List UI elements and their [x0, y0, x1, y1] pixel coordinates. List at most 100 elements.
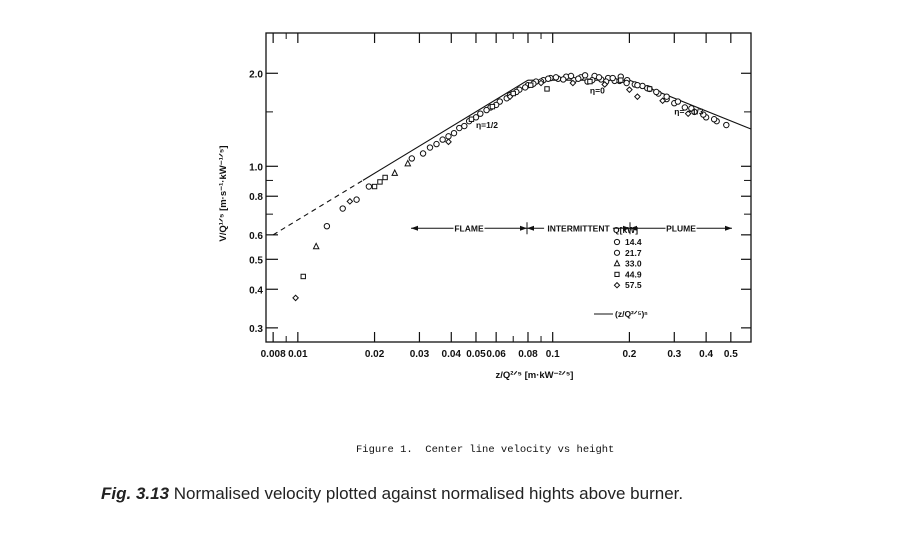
y-tick-label: 1.0 — [249, 162, 263, 173]
data-point-circle — [700, 111, 707, 118]
legend-title: Q[kW] — [613, 225, 638, 235]
region-arrowhead-right — [623, 225, 630, 231]
data-point-square — [468, 116, 475, 122]
x-tick-label: 0.06 — [486, 349, 506, 360]
region-arrowhead-left — [527, 225, 534, 231]
data-point-circle — [419, 150, 427, 157]
data-point-circle — [477, 110, 484, 117]
legend-marker-circle — [613, 249, 621, 256]
data-point-square — [382, 174, 388, 181]
data-point-circle — [567, 72, 575, 80]
data-point-circle — [353, 196, 360, 203]
plot-frame — [265, 32, 752, 343]
data-point-circle — [521, 84, 529, 91]
legend-entry-label: 57.5 — [625, 280, 642, 290]
data-point-diamond — [625, 86, 633, 94]
data-point-diamond — [684, 110, 692, 118]
x-tick-label: 0.3 — [667, 349, 681, 360]
y-axis: 0.3 0.4 0.5 0.6 0.8 1.0 2.0 — [249, 69, 751, 335]
data-point-circle — [634, 81, 641, 89]
data-point-circle — [552, 74, 560, 81]
data-point-square — [377, 179, 383, 185]
data-points — [292, 72, 730, 302]
data-point-circle — [426, 144, 434, 151]
eta-annotations: η=1/2 η=0 η= −1/3 — [476, 86, 704, 131]
data-point-diamond — [292, 294, 300, 302]
data-point-circle — [710, 116, 718, 123]
data-point-triangle — [391, 168, 399, 176]
data-point-circle — [445, 133, 452, 140]
legend-entry-label: 33.0 — [625, 259, 642, 269]
data-point-diamond — [445, 138, 452, 146]
y-tick-label: 0.3 — [249, 324, 263, 335]
figure-title: Figure 1. Center line velocity vs height — [356, 444, 615, 456]
eta-annotation: η=0 — [590, 86, 605, 96]
data-point-circle — [575, 75, 582, 82]
data-point-diamond — [634, 93, 641, 101]
fit-line-segment — [362, 79, 529, 181]
data-point-diamond — [659, 97, 667, 105]
data-point-diamond — [569, 79, 577, 87]
data-point-square — [618, 77, 624, 83]
data-point-circle — [560, 76, 567, 83]
data-point-circle — [544, 75, 552, 82]
data-point-square — [646, 86, 653, 92]
data-point-circle — [595, 74, 603, 81]
x-tick-label: 0.008 — [261, 349, 286, 360]
figure-caption: Fig. 3.13 Normalised velocity plotted ag… — [101, 484, 683, 504]
x-tick-label: 0.1 — [546, 349, 560, 360]
data-point-diamond — [506, 93, 514, 101]
data-point-square — [371, 183, 378, 190]
data-point-circle — [623, 79, 630, 87]
data-point-circle — [581, 72, 589, 79]
data-point-circle — [723, 121, 730, 129]
data-point-square — [544, 86, 550, 92]
y-axis-label: V/Q¹ᐟ⁵ [m·s⁻¹·kW⁻¹ᐟ⁵] — [218, 145, 229, 241]
data-point-circle — [483, 106, 490, 114]
data-point-circle — [461, 122, 468, 130]
x-axis: 0.008 0.01 0.02 0.03 0.04 0.05 0.06 0.08 0.1 0.2 0… — [261, 33, 738, 360]
region-arrows: FLAME INTERMITTENT PLUME — [411, 222, 732, 235]
legend-entry-label: 21.7 — [625, 248, 642, 258]
y-tick-label: 0.5 — [249, 255, 263, 266]
plot-border — [265, 32, 752, 343]
data-point-square — [510, 90, 516, 97]
data-point-diamond — [537, 79, 545, 87]
legend-entry-label: 44.9 — [625, 269, 642, 279]
data-point-circle — [408, 155, 415, 162]
x-tick-label: 0.03 — [410, 349, 430, 360]
y-tick-label: 0.4 — [249, 285, 263, 296]
region-label: FLAME — [454, 223, 484, 233]
region-label: INTERMITTENT — [547, 223, 610, 233]
data-point-circle — [688, 105, 695, 112]
x-tick-label: 0.05 — [466, 349, 486, 360]
data-point-circle — [674, 98, 682, 105]
region-arrowhead-right — [725, 225, 732, 231]
data-point-triangle — [404, 159, 412, 167]
x-tick-label: 0.04 — [442, 349, 462, 360]
data-point-circle — [681, 104, 689, 111]
data-point-circle — [653, 88, 660, 96]
legend-line-label: (z/Q²ᐟ⁵)ⁿ — [615, 309, 648, 319]
eta-annotation: η=1/2 — [476, 120, 498, 130]
region-arrowhead-left — [411, 225, 418, 231]
eta-annotation: η= −1/3 — [674, 107, 704, 117]
data-point-square — [489, 103, 496, 110]
x-tick-label: 0.08 — [518, 349, 538, 360]
fit-line-dashed — [272, 179, 364, 236]
x-tick-label: 0.4 — [699, 349, 713, 360]
data-point-circle — [663, 93, 670, 100]
data-point-square — [587, 78, 593, 85]
data-point-circle — [609, 74, 616, 82]
legend-marker-triangle — [613, 259, 621, 267]
legend-entry-label: 14.4 — [625, 237, 642, 247]
data-point-circle — [450, 129, 458, 137]
legend-marker-circle — [613, 238, 621, 246]
x-axis-label: z/Q²ᐟ⁵ [m·kW⁻²ᐟ⁵] — [496, 370, 574, 381]
x-tick-label: 0.01 — [288, 349, 308, 360]
legend: Q[kW] 14.421.733.044.957.5 (z/Q²ᐟ⁵)ⁿ — [594, 225, 648, 319]
legend-marker-diamond — [613, 281, 621, 289]
data-point-square — [300, 273, 306, 280]
caption-label: Fig. 3.13 — [101, 484, 170, 503]
